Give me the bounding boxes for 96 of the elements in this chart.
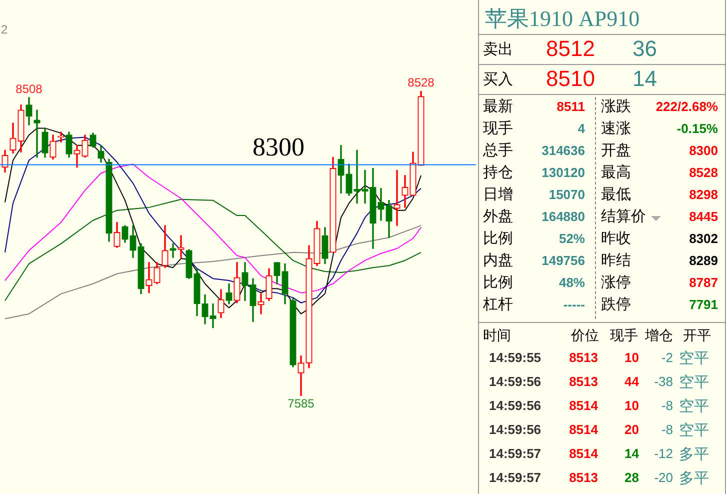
text: 8298 bbox=[689, 187, 718, 202]
candlestick bbox=[170, 243, 176, 258]
text: -12 bbox=[654, 446, 673, 461]
text: 日增 bbox=[483, 185, 513, 204]
text: 14:59:56 bbox=[489, 422, 542, 437]
text: 14:59:56 bbox=[489, 374, 542, 389]
text: 8513 bbox=[569, 470, 598, 485]
text: 8514 bbox=[569, 446, 598, 461]
text: 8300 bbox=[689, 143, 718, 158]
text: 内盘 bbox=[483, 251, 513, 270]
text: 比例 bbox=[483, 273, 513, 292]
text: -2 bbox=[661, 350, 673, 365]
text: 8289 bbox=[689, 253, 718, 268]
text: 昨结 bbox=[601, 251, 631, 270]
text: 跌停 bbox=[601, 295, 631, 314]
candlestick bbox=[146, 262, 152, 294]
text: 14:59:55 bbox=[489, 350, 542, 365]
text: ----- bbox=[563, 297, 585, 312]
text: -8 bbox=[661, 422, 673, 437]
text: 14 bbox=[632, 66, 657, 92]
text: 多平 bbox=[679, 469, 709, 488]
text: 现手 bbox=[483, 119, 513, 138]
text: 持仓 bbox=[483, 163, 513, 182]
text: 空平 bbox=[679, 373, 709, 392]
text: 28 bbox=[624, 470, 639, 485]
text: 最高 bbox=[601, 163, 631, 182]
text: 14:59:57 bbox=[489, 470, 542, 485]
text: -0.15% bbox=[676, 121, 718, 136]
candlestick bbox=[178, 235, 184, 258]
text: 48% bbox=[558, 275, 585, 290]
text: 36 bbox=[632, 36, 657, 62]
candlestick bbox=[394, 170, 400, 226]
text: 外盘 bbox=[483, 207, 513, 226]
text: 多平 bbox=[679, 445, 709, 464]
text: 卖出 bbox=[483, 40, 513, 59]
text: 130120 bbox=[542, 165, 585, 180]
text: 10 bbox=[624, 398, 639, 413]
annotation: 8508 bbox=[16, 82, 43, 96]
text: 现手 bbox=[610, 327, 638, 345]
text: 10 bbox=[624, 350, 639, 365]
text: 8513 bbox=[569, 350, 598, 365]
text: 20 bbox=[624, 422, 639, 437]
text: 价位 bbox=[571, 327, 599, 345]
text: 2 bbox=[1, 22, 8, 36]
text: 涨停 bbox=[601, 273, 631, 292]
text: 222/2.68% bbox=[656, 99, 718, 114]
text: 速涨 bbox=[601, 119, 631, 138]
ref-line-label: 8300 bbox=[252, 132, 304, 162]
text: 杠杆 bbox=[483, 295, 513, 314]
candlestick bbox=[378, 188, 384, 221]
text: 涨跌 bbox=[601, 97, 631, 116]
text: -20 bbox=[654, 470, 673, 485]
text: 8787 bbox=[689, 275, 718, 290]
text: 最新 bbox=[483, 97, 513, 116]
annotation: 7585 bbox=[288, 396, 315, 410]
text: 149756 bbox=[542, 253, 585, 268]
text: -8 bbox=[661, 398, 673, 413]
text: 4 bbox=[578, 121, 585, 136]
text: 8512 bbox=[546, 36, 595, 62]
text: 比例 bbox=[483, 229, 513, 248]
text: 8513 bbox=[569, 374, 598, 389]
text: 8302 bbox=[689, 231, 718, 246]
annotation: 8528 bbox=[408, 75, 435, 90]
candlestick bbox=[34, 110, 40, 158]
text: 时间 bbox=[483, 327, 511, 345]
text: 8528 bbox=[689, 165, 718, 180]
text: 最低 bbox=[601, 185, 631, 204]
text: 8514 bbox=[569, 398, 598, 413]
text: 8445 bbox=[689, 209, 718, 224]
text: 7791 bbox=[689, 297, 718, 312]
text: 总手 bbox=[483, 141, 513, 160]
text: 14 bbox=[624, 446, 639, 461]
text: 空平 bbox=[679, 397, 709, 416]
candlestick bbox=[258, 293, 264, 314]
text: 14:59:56 bbox=[489, 398, 542, 413]
text: 14:59:57 bbox=[489, 446, 542, 461]
text: -38 bbox=[654, 374, 673, 389]
text: 昨收 bbox=[601, 229, 631, 248]
text: 空平 bbox=[679, 421, 709, 440]
text: 苹果1910 AP910 bbox=[485, 5, 640, 33]
text: 8514 bbox=[569, 422, 598, 437]
text: 空平 bbox=[679, 349, 709, 368]
text: 314636 bbox=[542, 143, 585, 158]
candlestick bbox=[210, 303, 216, 328]
candlestick bbox=[74, 145, 80, 168]
text: 买入 bbox=[483, 70, 513, 89]
text: 8511 bbox=[556, 99, 585, 114]
text: 164880 bbox=[542, 209, 585, 224]
text: 44 bbox=[624, 374, 639, 389]
text: 15070 bbox=[548, 187, 585, 202]
text: 结算价 bbox=[601, 207, 646, 226]
text: 开盘 bbox=[601, 141, 631, 160]
text: 52% bbox=[558, 231, 585, 246]
text: 开平 bbox=[683, 327, 711, 345]
text: 增仓 bbox=[645, 327, 673, 345]
text: 8510 bbox=[546, 66, 595, 92]
